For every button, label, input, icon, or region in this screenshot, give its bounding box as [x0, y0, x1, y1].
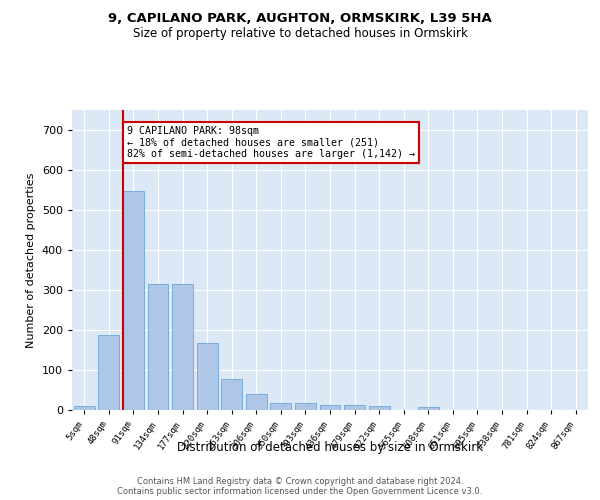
Bar [74, 406, 95, 410]
Bar [98, 335, 119, 410]
Bar [368, 406, 389, 410]
Bar [172, 284, 193, 410]
Bar [295, 403, 316, 410]
Bar [148, 284, 169, 410]
Bar [320, 405, 340, 410]
Bar [197, 343, 218, 410]
Text: Distribution of detached houses by size in Ormskirk: Distribution of detached houses by size … [177, 441, 483, 454]
Bar [123, 191, 144, 410]
Y-axis label: Number of detached properties: Number of detached properties [26, 172, 36, 348]
Bar [271, 403, 292, 410]
Bar [246, 394, 267, 410]
Bar [344, 405, 365, 410]
Text: Size of property relative to detached houses in Ormskirk: Size of property relative to detached ho… [133, 28, 467, 40]
Text: Contains HM Land Registry data © Crown copyright and database right 2024.: Contains HM Land Registry data © Crown c… [137, 476, 463, 486]
Text: 9, CAPILANO PARK, AUGHTON, ORMSKIRK, L39 5HA: 9, CAPILANO PARK, AUGHTON, ORMSKIRK, L39… [108, 12, 492, 26]
Bar [221, 379, 242, 410]
Text: 9 CAPILANO PARK: 98sqm
← 18% of detached houses are smaller (251)
82% of semi-de: 9 CAPILANO PARK: 98sqm ← 18% of detached… [127, 126, 415, 159]
Bar [418, 407, 439, 410]
Text: Contains public sector information licensed under the Open Government Licence v3: Contains public sector information licen… [118, 486, 482, 496]
